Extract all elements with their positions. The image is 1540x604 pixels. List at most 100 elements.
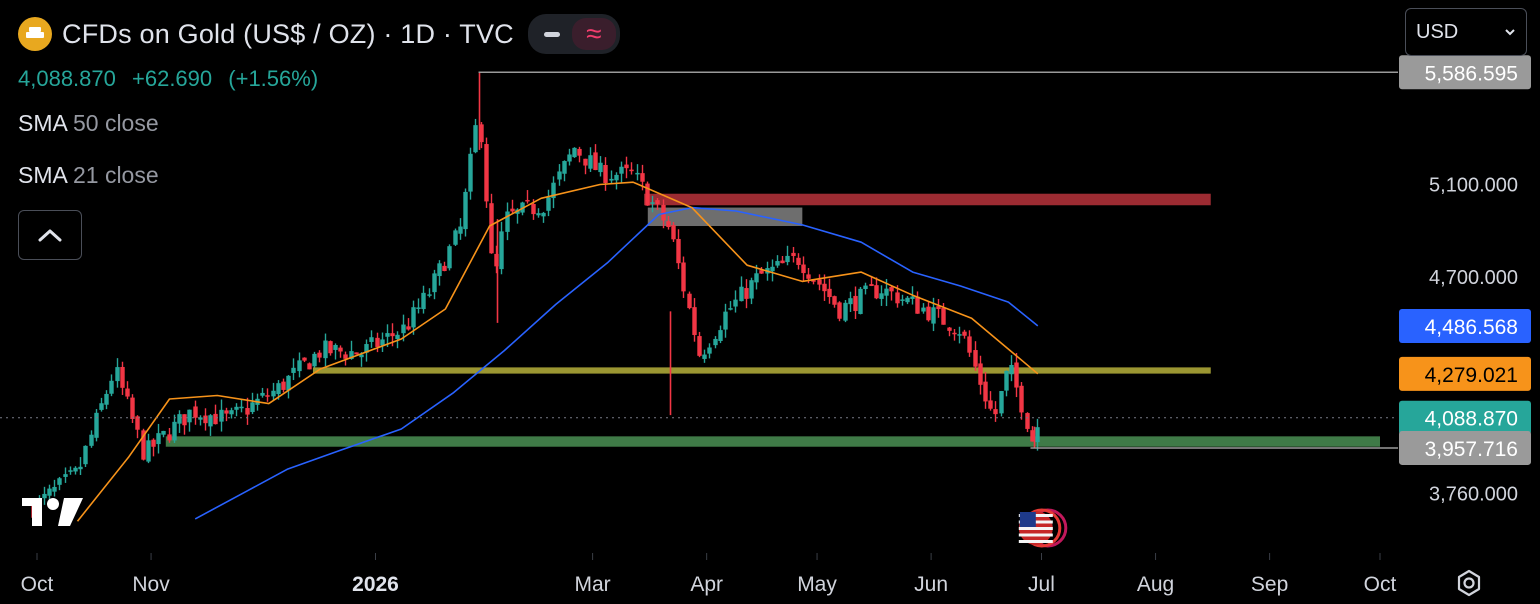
candle-body: [73, 467, 78, 472]
price-label-text: 5,586.595: [1425, 62, 1518, 85]
candle-body: [583, 158, 588, 166]
candle-body: [109, 380, 114, 394]
candle-body: [863, 285, 868, 290]
candle-body: [728, 308, 733, 310]
candle-body: [141, 430, 146, 460]
candle-body: [302, 357, 307, 361]
candle-body: [567, 154, 572, 162]
candle-body: [297, 360, 302, 372]
candle-body: [754, 273, 759, 283]
gold-logo-icon: [18, 17, 52, 51]
candle-body: [572, 147, 577, 158]
candle-body: [817, 279, 822, 285]
candle-body: [1025, 413, 1030, 429]
candle-body: [343, 354, 348, 359]
candle-body: [910, 296, 915, 299]
candle-body: [577, 148, 582, 156]
symbol-title[interactable]: CFDs on Gold (US$ / OZ) · 1D · TVC: [62, 18, 514, 49]
price-label-text: 3,957.716: [1425, 438, 1518, 461]
candle-body: [806, 274, 811, 279]
wave-toggle-icon[interactable]: ≈: [571, 18, 616, 50]
price-label-text: 4,279.021: [1425, 364, 1518, 387]
price-label-high: [1399, 55, 1531, 90]
candle-body: [447, 246, 452, 269]
price-label-low: [1399, 430, 1531, 465]
price-label-text: 4,486.568: [1425, 316, 1518, 339]
candle-body: [588, 155, 593, 169]
candle-body: [380, 339, 385, 346]
candle-body: [421, 292, 426, 310]
candle-body: [213, 413, 218, 425]
candle-body: [47, 488, 52, 496]
candle-body: [759, 270, 764, 274]
candle-body: [323, 340, 328, 359]
candle-body: [198, 417, 203, 420]
indicator-sma-50[interactable]: SMA 50 close: [18, 110, 159, 137]
candle-body: [468, 153, 473, 192]
candle-body: [89, 434, 94, 446]
candle-body: [245, 408, 250, 415]
candle-body: [957, 334, 962, 336]
candle-body: [125, 388, 130, 397]
candle-body: [146, 440, 151, 462]
candle-body: [411, 307, 416, 328]
candle-body: [338, 347, 343, 352]
candle-body: [531, 204, 536, 215]
candle-body: [364, 344, 369, 353]
candle-body: [63, 474, 68, 477]
candle-body: [941, 307, 946, 325]
candle-body: [499, 231, 504, 270]
candle-body: [265, 395, 270, 397]
currency-select[interactable]: USD: [1405, 8, 1527, 56]
candle-body: [796, 257, 801, 265]
x-tick-label: Oct: [21, 573, 54, 596]
x-tick-label: Sep: [1251, 573, 1288, 596]
candle-body: [369, 337, 374, 342]
candle-body: [541, 212, 546, 217]
candle-body: [915, 296, 920, 314]
candle-body: [442, 265, 447, 272]
candle-body: [827, 288, 832, 298]
candle-body: [333, 344, 338, 350]
candle-body: [967, 336, 972, 353]
candle-body: [1030, 430, 1035, 442]
candle-body: [744, 288, 749, 299]
candle-body: [811, 280, 816, 282]
sma-50-line: [194, 206, 1039, 520]
candle-body: [905, 297, 910, 303]
candle-body: [167, 434, 172, 441]
candle-body: [785, 255, 790, 263]
last-price: 4,088.870: [18, 66, 116, 91]
candle-body: [702, 354, 707, 359]
candle-body: [1019, 385, 1024, 413]
tradingview-logo-icon[interactable]: [22, 494, 84, 530]
candle-body: [557, 171, 562, 180]
candle-body: [281, 381, 286, 390]
zone-rect: [644, 193, 1211, 206]
x-tick-label: May: [797, 573, 837, 596]
candle-body: [978, 363, 983, 385]
candle-body: [99, 403, 104, 410]
candle-body: [791, 252, 796, 257]
candle-body: [900, 299, 905, 301]
line-toggle-icon[interactable]: [532, 18, 572, 50]
candle-body: [416, 307, 421, 309]
candle-body: [286, 375, 291, 391]
candle-body: [676, 238, 681, 264]
candle-body: [250, 402, 255, 413]
indicator-sma-21[interactable]: SMA 21 close: [18, 162, 159, 189]
settings-gear-icon[interactable]: [1454, 568, 1484, 598]
y-tick-label: 5,100.000: [1429, 175, 1518, 197]
candle-body: [187, 409, 192, 423]
candle-body: [687, 293, 692, 309]
candle-body: [208, 415, 213, 427]
candle-body: [650, 202, 655, 204]
candle-body: [349, 351, 354, 359]
candle-body: [224, 410, 229, 414]
collapse-legend-button[interactable]: [18, 210, 82, 260]
candle-body: [926, 306, 931, 321]
x-tick-label: Jul: [1028, 573, 1055, 596]
candle-body: [307, 363, 312, 370]
chart-style-toggle[interactable]: ≈: [527, 14, 620, 54]
